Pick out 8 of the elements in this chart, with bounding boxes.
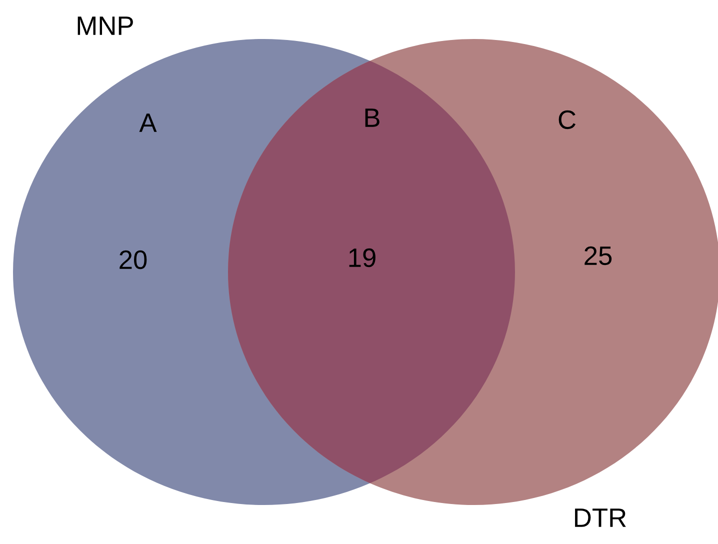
data-label: 20	[120, 250, 147, 270]
category-label: C	[558, 110, 576, 130]
data-label: 25	[584, 246, 612, 266]
text: MNP	[78, 16, 133, 35]
data-label: 19	[349, 248, 376, 268]
category-label: B	[365, 108, 380, 127]
category-label: A	[139, 114, 157, 132]
text: DTR	[575, 508, 626, 527]
